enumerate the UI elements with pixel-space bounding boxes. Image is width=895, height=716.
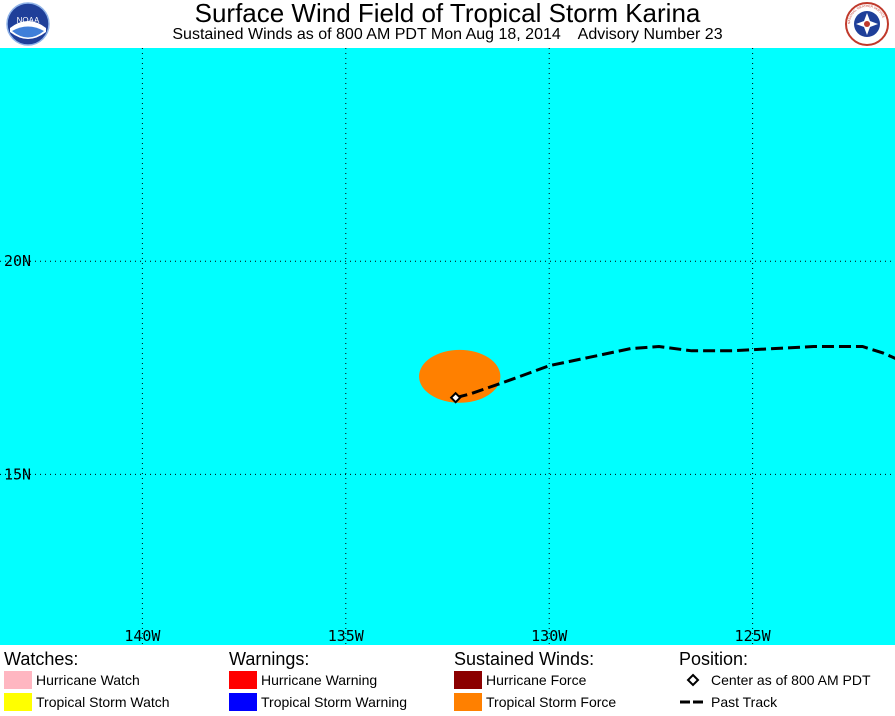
wind-field-map: 20N 15N 140W 135W 130W 125W bbox=[0, 48, 895, 645]
hurricane-watch-swatch bbox=[4, 671, 32, 689]
legend-label: Tropical Storm Watch bbox=[36, 694, 170, 710]
storm-center-marker bbox=[449, 391, 462, 404]
legend-label: Center as of 800 AM PDT bbox=[711, 672, 871, 688]
header: NOAA Surface Wind Field of Tropical Stor… bbox=[0, 0, 895, 48]
page-title: Surface Wind Field of Tropical Storm Kar… bbox=[194, 0, 701, 28]
graticule bbox=[0, 48, 895, 645]
legend: Watches: Hurricane Watch Tropical Storm … bbox=[0, 645, 895, 716]
longitude-label: 135W bbox=[328, 627, 365, 645]
legend-warnings-heading: Warnings: bbox=[229, 649, 310, 669]
center-diamond-icon bbox=[686, 673, 700, 687]
noaa-logo-text: NOAA bbox=[17, 16, 40, 25]
legend-position-heading: Position: bbox=[679, 649, 749, 669]
legend-label: Hurricane Watch bbox=[36, 672, 140, 688]
past-track-line bbox=[455, 344, 895, 400]
graticule-labels: 20N 15N 140W 135W 130W 125W bbox=[4, 252, 772, 645]
legend-label: Tropical Storm Warning bbox=[261, 694, 408, 710]
tropical-storm-watch-swatch bbox=[4, 693, 32, 711]
hurricane-force-swatch bbox=[454, 671, 482, 689]
tropical-storm-warning-swatch bbox=[229, 693, 257, 711]
nws-logo: NATIONAL WEATHER SERVICE bbox=[845, 2, 889, 46]
page-subtitle: Sustained Winds as of 800 AM PDT Mon Aug… bbox=[172, 26, 723, 43]
longitude-label: 125W bbox=[735, 627, 772, 645]
tropical-storm-force-swatch bbox=[454, 693, 482, 711]
latitude-label: 15N bbox=[4, 465, 31, 483]
noaa-logo: NOAA bbox=[6, 2, 50, 46]
legend-winds-heading: Sustained Winds: bbox=[454, 649, 595, 669]
legend-label: Tropical Storm Force bbox=[486, 694, 617, 710]
longitude-label: 130W bbox=[531, 627, 568, 645]
legend-label: Past Track bbox=[711, 694, 778, 710]
longitude-label: 140W bbox=[124, 627, 161, 645]
hurricane-warning-swatch bbox=[229, 671, 257, 689]
latitude-label: 20N bbox=[4, 252, 31, 270]
tropical-storm-force-wind-field bbox=[419, 349, 501, 403]
legend-label: Hurricane Warning bbox=[261, 672, 378, 688]
past-track-dash-icon bbox=[680, 700, 706, 704]
legend-label: Hurricane Force bbox=[486, 672, 587, 688]
legend-watches-heading: Watches: bbox=[4, 649, 79, 669]
ocean-area bbox=[0, 48, 895, 645]
